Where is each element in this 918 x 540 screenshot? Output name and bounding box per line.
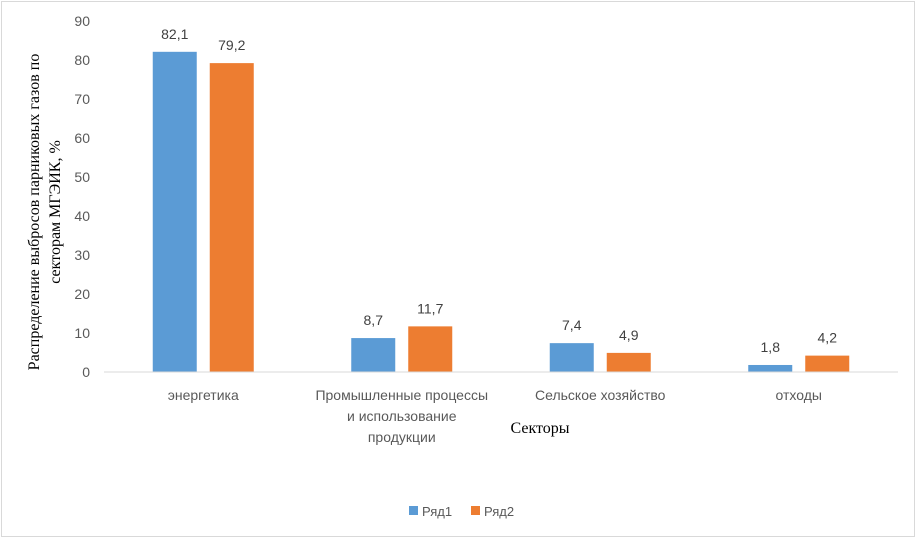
legend-swatch: [409, 506, 418, 515]
y-tick-label: 20: [74, 286, 90, 302]
y-tick-label: 0: [82, 364, 90, 380]
data-label: 8,7: [364, 312, 384, 328]
data-label: 4,2: [818, 330, 838, 346]
x-tick-label: Промышленные процессы и использование прод…: [315, 387, 488, 445]
x-tick-label: энергетика: [168, 387, 239, 403]
y-tick-label: 70: [74, 91, 90, 107]
bar-Ряд2-4: [805, 355, 850, 372]
bar-Ряд2-1: [209, 63, 254, 373]
y-axis-title-line: секторам МГЭИК, %: [47, 140, 64, 284]
legend-swatch: [471, 506, 480, 515]
y-tick-label: 90: [74, 13, 90, 29]
bar-Ряд1-2: [351, 338, 396, 372]
y-tick-label: 60: [74, 130, 90, 146]
bar-Ряд1-1: [152, 51, 197, 373]
bar-Ряд1-3: [549, 343, 594, 372]
bar-Ряд2-2: [408, 326, 453, 372]
x-tick-label: отходы: [776, 387, 822, 403]
x-tick-label: Сельское хозяйство: [535, 387, 666, 403]
bar-Ряд2-3: [606, 352, 651, 372]
y-tick-label: 10: [74, 325, 90, 341]
data-label: 7,4: [562, 317, 582, 333]
legend: Ряд1 Ряд2: [409, 504, 514, 519]
data-label: 82,1: [161, 26, 188, 42]
x-axis-title: Секторы: [510, 420, 569, 437]
legend-label: Ряд2: [484, 504, 514, 519]
legend-label: Ряд1: [422, 504, 452, 519]
y-tick-label: 80: [74, 52, 90, 68]
bar-Ряд1-4: [748, 364, 793, 372]
y-axis-title-line: Распределение выбросов парниковых газов …: [26, 54, 43, 371]
y-tick-label: 50: [74, 169, 90, 185]
y-tick-label: 30: [74, 247, 90, 263]
data-label: 11,7: [417, 300, 443, 316]
y-tick-label: 40: [74, 208, 90, 224]
data-label: 1,8: [761, 339, 781, 355]
data-label: 4,9: [619, 327, 639, 343]
data-label: 79,2: [218, 37, 245, 53]
